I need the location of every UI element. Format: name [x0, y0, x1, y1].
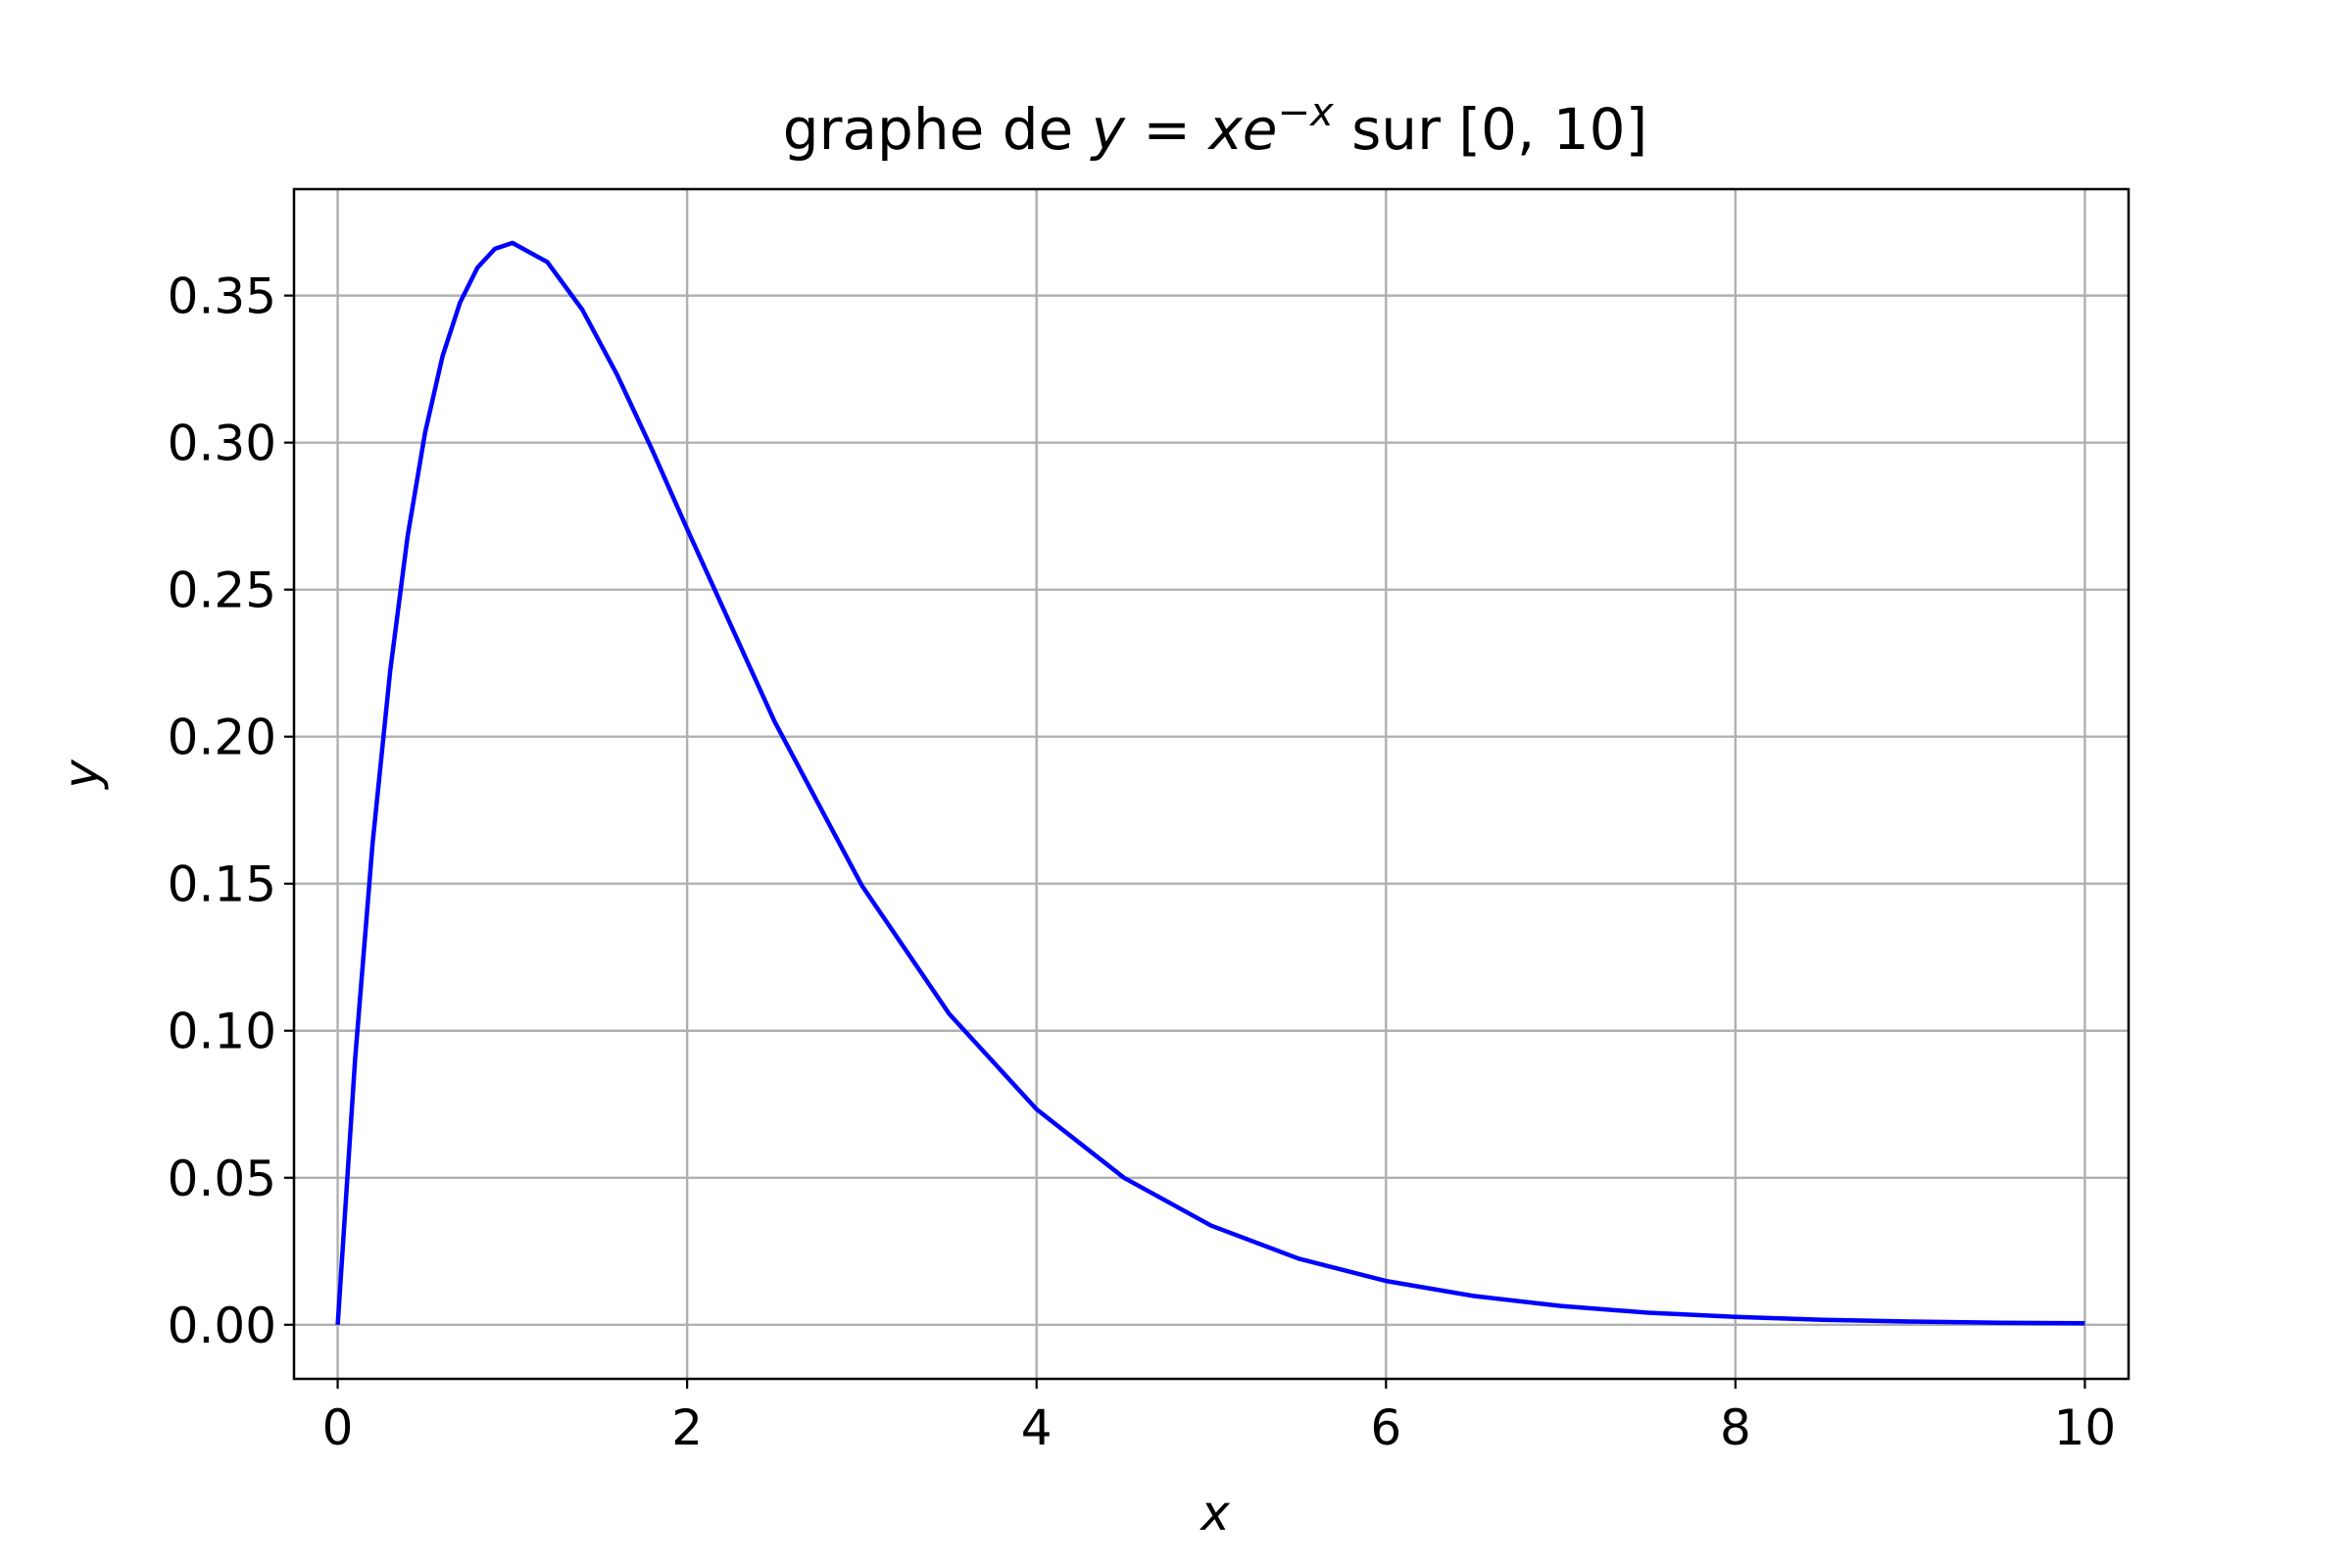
curve-y-equals-x-exp-minus-x	[335, 240, 2085, 1326]
y-tick-label: 0.25	[168, 563, 276, 619]
y-tick-label: 0.05	[168, 1151, 276, 1207]
x-axis-label: x	[1199, 1485, 1230, 1542]
y-tick-label: 0.10	[168, 1004, 276, 1060]
x-tick-label: 8	[1720, 1399, 1751, 1456]
y-axis-label: y	[53, 759, 110, 791]
title-x: x	[1206, 96, 1243, 163]
x-tick-label: 0	[322, 1399, 354, 1456]
x-tick-label: 6	[1370, 1399, 1401, 1456]
ticks: 0 2 4 6 8 10 0.00 0.05 0.10 0.15 0.20 0.25 0.30 0.35	[168, 269, 2117, 1456]
x-tick-label: 4	[1021, 1399, 1053, 1456]
title-exponent: −x	[1277, 90, 1334, 135]
plot-frame	[292, 187, 2131, 1381]
title-sur: sur	[1334, 96, 1459, 163]
x-tick-label: 10	[2054, 1399, 2117, 1456]
y-tick-label: 0.00	[168, 1298, 276, 1354]
title-y: y	[1090, 96, 1126, 163]
title-prefix: graphe de	[783, 96, 1092, 163]
title-equals: =	[1125, 96, 1208, 163]
y-tick-label: 0.35	[168, 269, 276, 325]
y-tick-label: 0.30	[168, 416, 276, 472]
y-tick-label: 0.20	[168, 710, 276, 766]
title-interval: [0, 10]	[1458, 96, 1647, 163]
x-tick-label: 2	[671, 1399, 703, 1456]
y-tick-label: 0.15	[168, 857, 276, 913]
grid	[294, 189, 2129, 1379]
title-e: e	[1243, 96, 1278, 163]
chart-title: graphe de y = xe−x sur [0, 10]	[783, 90, 1647, 163]
